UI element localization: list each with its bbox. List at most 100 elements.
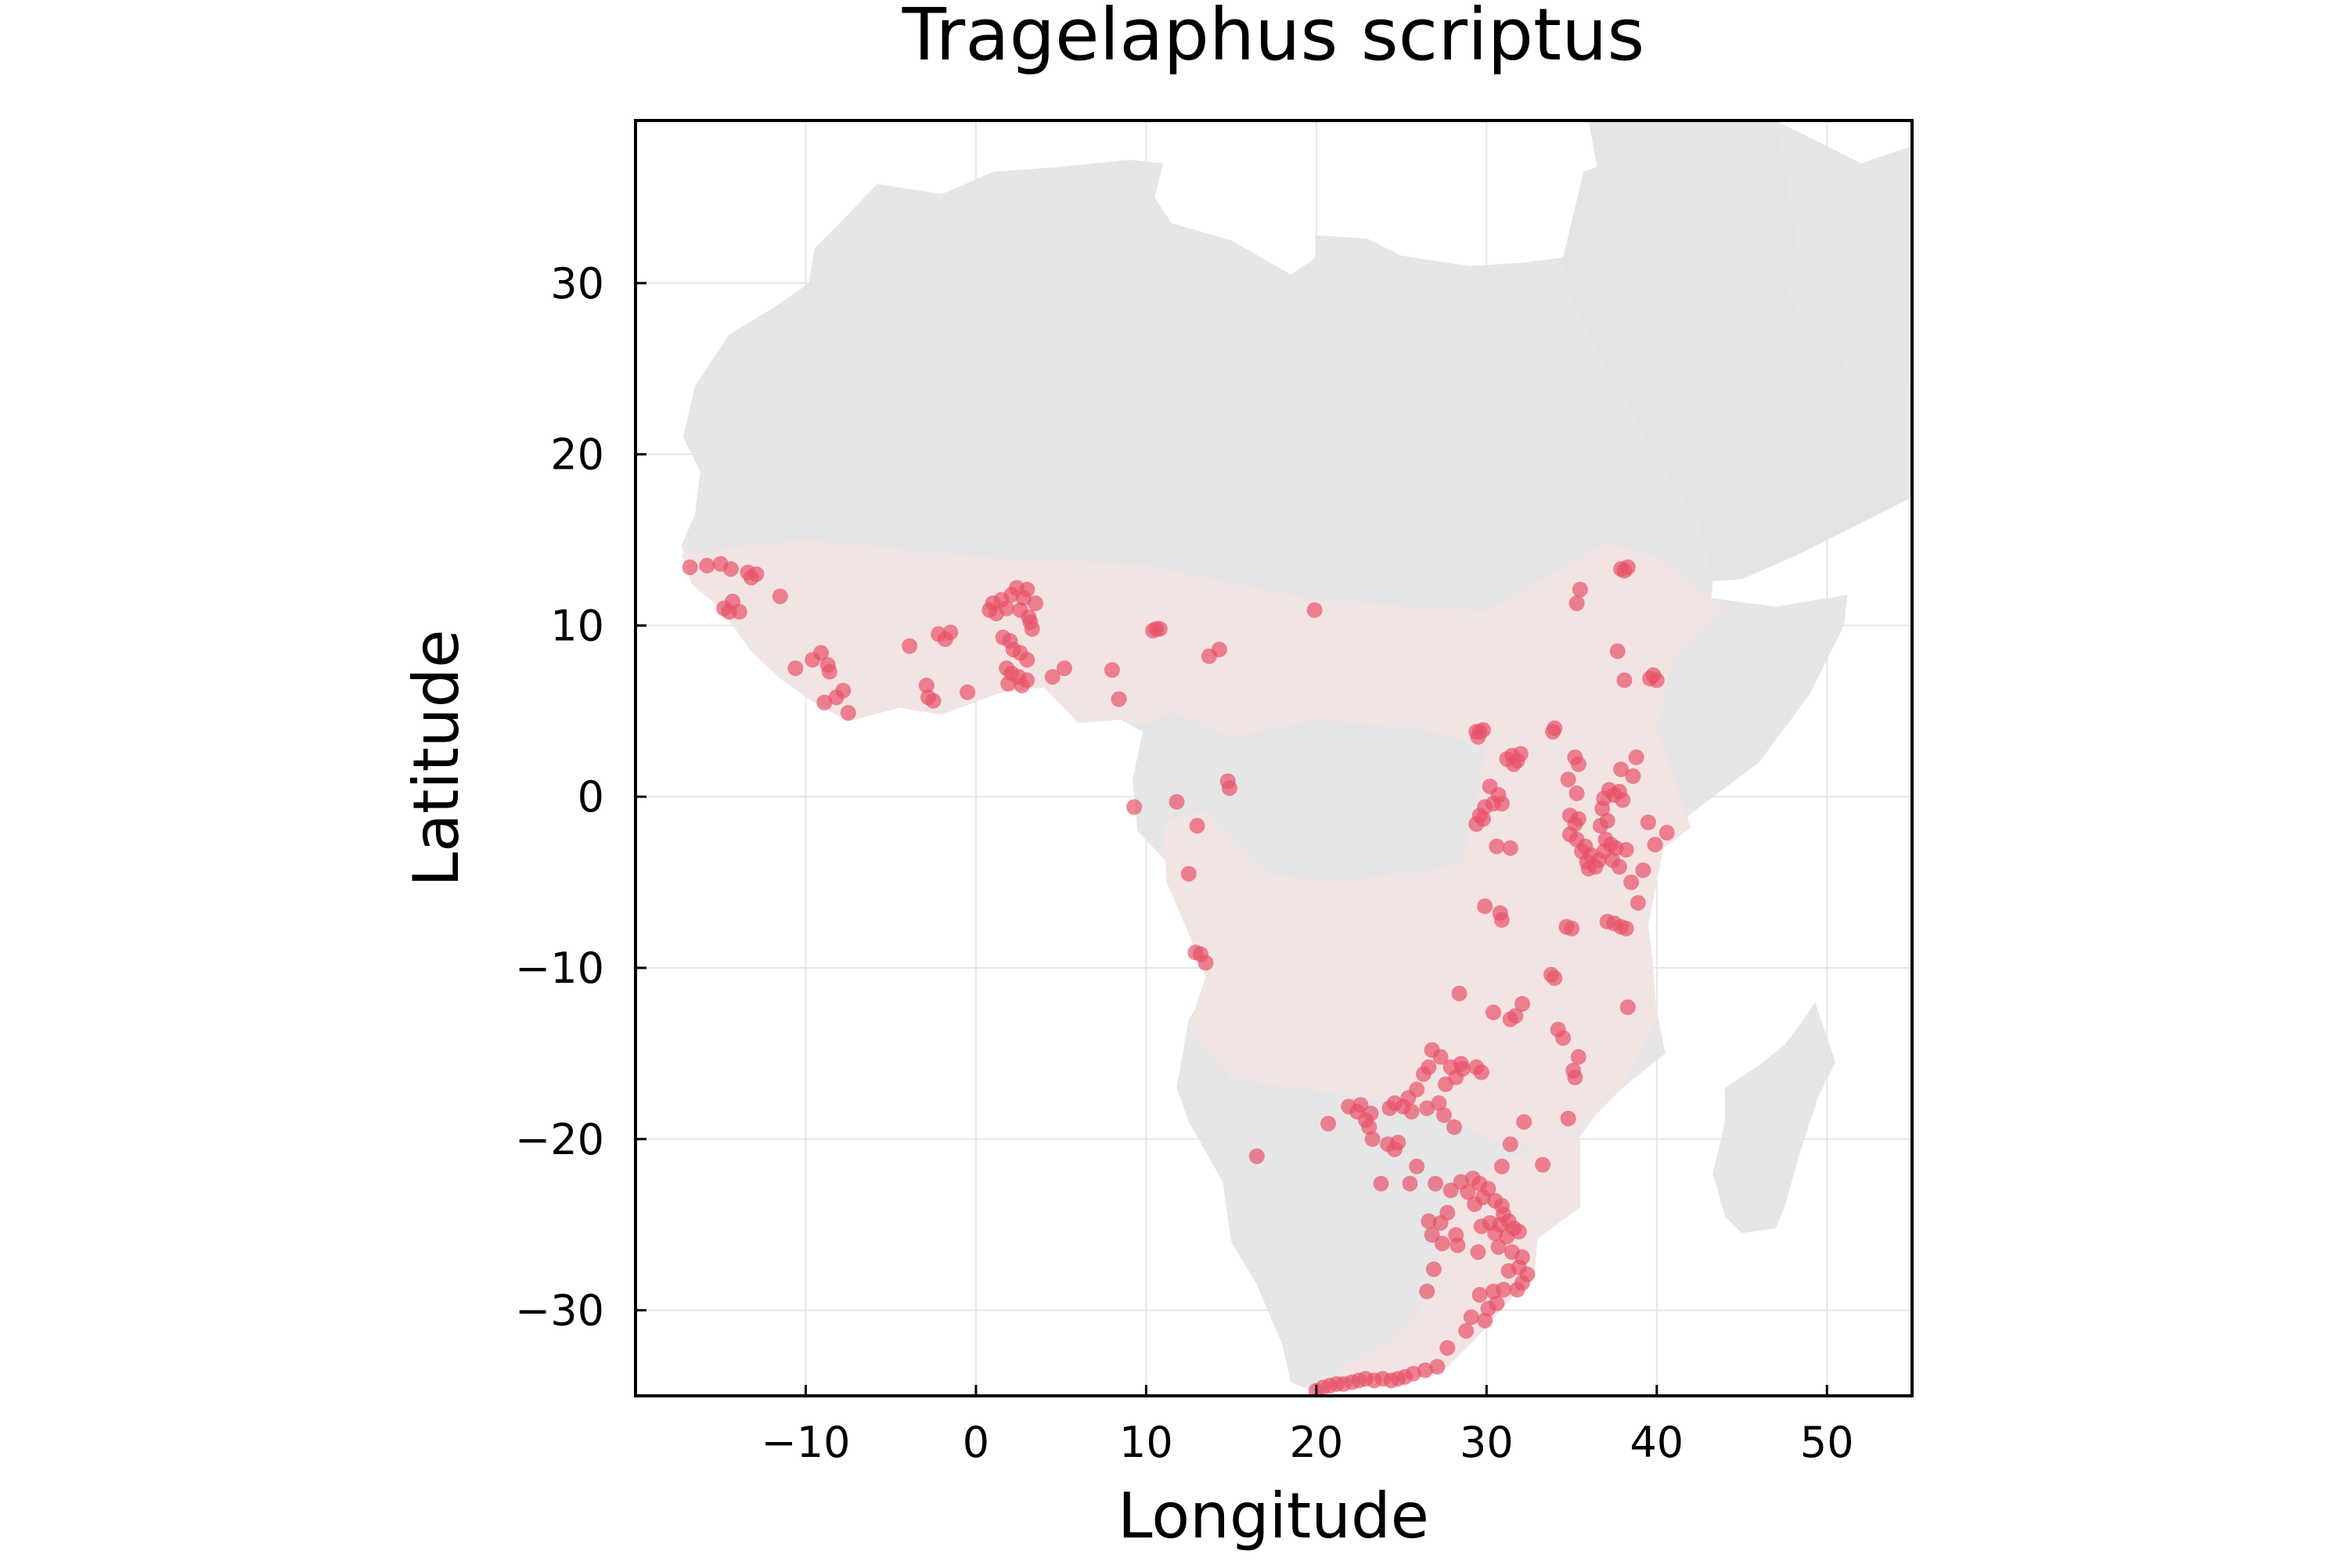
occurrence-point <box>1434 1235 1450 1252</box>
occurrence-point <box>1612 858 1627 875</box>
occurrence-point <box>1509 1282 1525 1298</box>
occurrence-point <box>1019 652 1035 668</box>
occurrence-point <box>772 588 788 605</box>
occurrence-point <box>1436 1107 1452 1124</box>
occurrence-point <box>1570 1048 1586 1065</box>
occurrence-point <box>1473 1218 1489 1235</box>
occurrence-point <box>1028 595 1043 611</box>
occurrence-point <box>1442 1059 1459 1075</box>
y-tick-label: 0 <box>578 772 604 822</box>
occurrence-point <box>1502 1136 1518 1153</box>
x-tick-label: 40 <box>1630 1418 1684 1467</box>
occurrence-point <box>1446 1119 1462 1135</box>
plot-frame <box>634 119 1914 1397</box>
occurrence-point <box>1373 1175 1389 1192</box>
occurrence-point <box>787 660 804 677</box>
occurrence-point <box>722 561 739 577</box>
x-tick-label: −10 <box>761 1418 850 1467</box>
occurrence-point <box>1438 1076 1454 1092</box>
occurrence-point <box>1493 796 1510 811</box>
occurrence-point <box>1560 1110 1576 1127</box>
occurrence-point <box>1658 825 1675 841</box>
arabia-land <box>1563 120 1912 580</box>
range-polygon-south <box>1333 1138 1580 1383</box>
x-tick-label: 30 <box>1460 1418 1514 1467</box>
occurrence-point <box>1477 898 1493 915</box>
occurrence-point <box>1635 862 1651 879</box>
occurrence-point <box>1489 838 1505 854</box>
x-axis-ticks: −10 0 10 20 30 40 50 <box>761 1385 1854 1467</box>
occurrence-point <box>1564 920 1580 937</box>
occurrence-point <box>1630 894 1646 911</box>
occurrence-point <box>1580 861 1597 877</box>
occurrence-point <box>1593 818 1608 834</box>
occurrence-point <box>1429 1358 1446 1375</box>
occurrence-point <box>1568 785 1585 801</box>
x-tick-label: 50 <box>1800 1418 1854 1467</box>
occurrence-points <box>682 556 1675 1396</box>
occurrence-point <box>1642 671 1658 687</box>
occurrence-point <box>1425 1261 1442 1278</box>
occurrence-point <box>1489 1295 1505 1311</box>
madagascar-land <box>1712 1002 1836 1234</box>
occurrence-point <box>1570 756 1586 772</box>
occurrence-point <box>1619 559 1636 575</box>
occurrence-point <box>1197 955 1214 971</box>
occurrence-point <box>1628 749 1644 765</box>
y-axis-label: Latitude <box>400 629 473 886</box>
occurrence-point <box>1570 811 1586 827</box>
occurrence-point <box>1618 920 1634 937</box>
occurrence-point <box>813 645 829 661</box>
occurrence-point <box>1057 660 1072 677</box>
occurrence-point <box>1486 1004 1501 1020</box>
occurrence-point <box>1560 771 1576 788</box>
occurrence-point <box>1424 1227 1440 1243</box>
occurrence-point <box>1187 944 1204 961</box>
occurrence-point <box>1415 1066 1431 1082</box>
occurrence-point <box>902 638 918 654</box>
occurrence-point <box>1516 1113 1532 1130</box>
occurrence-point <box>1104 662 1120 678</box>
occurrence-point <box>1431 1095 1447 1111</box>
occurrence-point <box>1506 756 1522 772</box>
occurrence-point <box>1424 1042 1440 1058</box>
occurrence-point <box>1044 669 1061 685</box>
occurrence-point <box>1421 1213 1437 1229</box>
occurrence-point <box>1555 1030 1572 1046</box>
occurrence-point <box>1613 761 1630 778</box>
occurrence-point <box>942 624 959 641</box>
occurrence-point <box>1619 999 1636 1016</box>
occurrence-point <box>1547 720 1563 736</box>
occurrence-point <box>960 684 976 700</box>
occurrence-point <box>1618 842 1634 858</box>
occurrence-point <box>1615 792 1631 808</box>
occurrence-point <box>1189 818 1205 834</box>
occurrence-point <box>1428 1175 1444 1192</box>
occurrence-point <box>1471 1286 1488 1303</box>
occurrence-point <box>840 705 856 721</box>
occurrence-point <box>1432 1215 1449 1231</box>
occurrence-point <box>1616 672 1633 689</box>
occurrence-point <box>1248 1148 1265 1164</box>
occurrence-point <box>1364 1131 1381 1147</box>
occurrence-point <box>1473 1064 1489 1081</box>
y-tick-label: 30 <box>550 259 604 308</box>
occurrence-point <box>1386 1141 1403 1157</box>
plot-area <box>634 119 1914 1397</box>
occurrence-point <box>1640 815 1656 830</box>
occurrence-point <box>1477 1312 1493 1329</box>
occurrence-point <box>1470 1244 1486 1261</box>
occurrence-point <box>1439 1340 1456 1356</box>
occurrence-point <box>1493 912 1510 928</box>
occurrence-point <box>1402 1175 1418 1192</box>
occurrence-point <box>1417 1362 1433 1379</box>
occurrence-point <box>1594 800 1611 817</box>
occurrence-point <box>1572 581 1588 598</box>
occurrence-point <box>1568 595 1585 611</box>
occurrence-point <box>1024 620 1040 637</box>
occurrence-point <box>1419 1283 1435 1300</box>
occurrence-point <box>1014 678 1030 693</box>
occurrence-point <box>699 557 715 574</box>
